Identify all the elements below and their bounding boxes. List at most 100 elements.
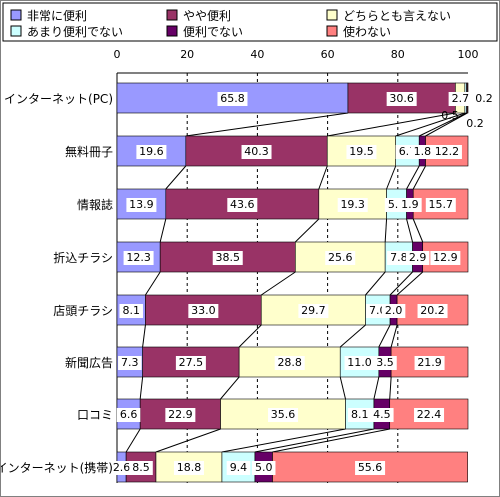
category-label-7: 口コミ [77,408,113,422]
category-label-1: インターネット(PC) [4,92,113,106]
data-label-bg-4-1 [123,251,154,265]
data-label-bg-5-2 [188,304,219,318]
series-line-2-1 [165,165,187,190]
series-line-5-1 [142,324,146,348]
legend-swatch-1 [10,9,22,21]
data-label-2-6: 12.2 [435,145,460,158]
x-tick-label-0: 0 [114,48,121,61]
x-tick-label-20: 20 [180,48,194,61]
data-label-bg-3-2 [227,198,258,212]
data-label-2-1: 19.6 [139,145,164,158]
series-line-3-4 [406,218,414,243]
data-label-8-4: 9.4 [230,461,248,474]
data-label-1-1: 65.8 [220,92,245,105]
legend-label-5: 便利でない [183,25,243,39]
series-line-3-2 [294,218,320,243]
data-label-1-2: 30.6 [389,92,414,105]
series-line-6-2 [220,376,240,400]
data-label-5-1: 8.1 [122,304,140,317]
data-label-bg-6-3 [274,356,305,370]
data-label-8-2: 8.5 [132,461,150,474]
series-line-2-3 [386,165,397,190]
data-label-3-5: 1.9 [401,198,419,211]
data-label-5-6: 20.2 [420,304,445,317]
legend-swatch-4 [10,25,22,37]
data-label-4-1: 12.3 [126,251,151,264]
data-label-3-3: 19.3 [340,198,365,211]
data-label-bg-4-2 [212,251,243,265]
data-label-bg-3-1 [126,198,157,212]
legend-label-2: やや便利 [183,9,231,23]
x-tick-label-80: 80 [391,48,405,61]
series-line-1-1 [185,112,349,137]
series-line-1-3 [395,112,465,137]
series-line-4-4 [389,271,413,296]
data-label-bg-3-3 [337,198,368,212]
data-label-8-5: 5.0 [255,461,273,474]
data-label-bg-8-4 [226,461,251,475]
bars: 65.8 30.6 2.70.50.20.219.6 40.3 19.5 6.71.8 12… [109,82,493,483]
data-label-bg-5-1 [119,304,143,318]
data-label-1-5: 0.2 [475,92,493,105]
data-label-bg-2-6 [431,145,462,159]
data-label-bg-6-5 [373,356,397,370]
data-label-7-6: 22.4 [417,408,442,421]
series-line-7-3 [221,428,346,453]
data-label-bg-4-5 [405,251,430,265]
category-label-6: 新聞広告 [65,355,113,370]
data-label-bg-3-6 [425,198,456,212]
data-label-2-2: 40.3 [244,145,269,158]
data-label-4-3: 25.6 [328,251,353,264]
data-label-bg-5-6 [417,304,448,318]
data-label-6-6: 21.9 [417,356,442,369]
data-label-bg-4-3 [325,251,356,265]
x-tick-label-100: 100 [458,48,479,61]
data-label-3-6: 15.7 [429,198,454,211]
data-label-4-6: 12.9 [433,251,458,264]
series-line-4-3 [365,271,386,296]
series-line-1-5 [425,112,468,137]
series-line-7-2 [155,428,221,453]
data-label-bg-6-1 [118,356,142,370]
data-label-1-3: 2.7 [452,92,470,105]
series-line-7-4 [254,428,375,453]
data-label-6-3: 28.8 [277,356,302,369]
data-label-bg-6-6 [414,356,445,370]
data-label-2-3: 19.5 [349,145,374,158]
series-line-4-1 [145,271,161,296]
legend-swatch-5 [166,25,178,37]
series-line-3-1 [159,218,167,243]
data-label-bg-6-2 [175,356,206,370]
data-label-7-2: 22.9 [168,408,193,421]
data-label-bg-7-3 [268,408,299,422]
data-label-bg-7-6 [414,408,445,422]
series-line-6-3 [339,376,346,400]
data-label-4-2: 38.5 [215,251,240,264]
data-label-7-1: 6.6 [120,408,138,421]
legend-label-3: どちらとも言えない [343,9,451,23]
data-label-bg-8-3 [173,461,204,475]
series-line-7-5 [272,428,390,453]
legend-swatch-3 [326,9,338,21]
series-line-7-1 [125,428,141,453]
category-label-2: 無料冊子 [65,144,113,159]
series-line-6-1 [139,376,144,400]
data-label-bg-8-1 [109,461,134,475]
series-line-2-4 [406,165,420,190]
series-line-1-4 [418,112,467,137]
data-label-6-1: 7.3 [121,356,139,369]
legend-label-6: 使わない [343,24,391,39]
legend-box [2,2,498,42]
data-label-bg-3-5 [398,198,422,212]
data-label-bg-8-5 [251,461,276,475]
data-label-3-2: 43.6 [230,198,255,211]
data-label-bg-1-3 [448,92,473,106]
category-label-3: 情報誌 [77,197,113,212]
data-label-5-2: 33.0 [191,304,216,317]
legend-swatch-2 [166,9,178,21]
data-label-7-5: 4.5 [373,408,391,421]
data-label-1-6: 0.2 [466,117,484,130]
x-tick-label-60: 60 [321,48,335,61]
category-labels: インターネット(PC) 無料冊子情報誌折込チラシ店頭チラシ新聞広告口コミインターネ… [1,92,113,475]
